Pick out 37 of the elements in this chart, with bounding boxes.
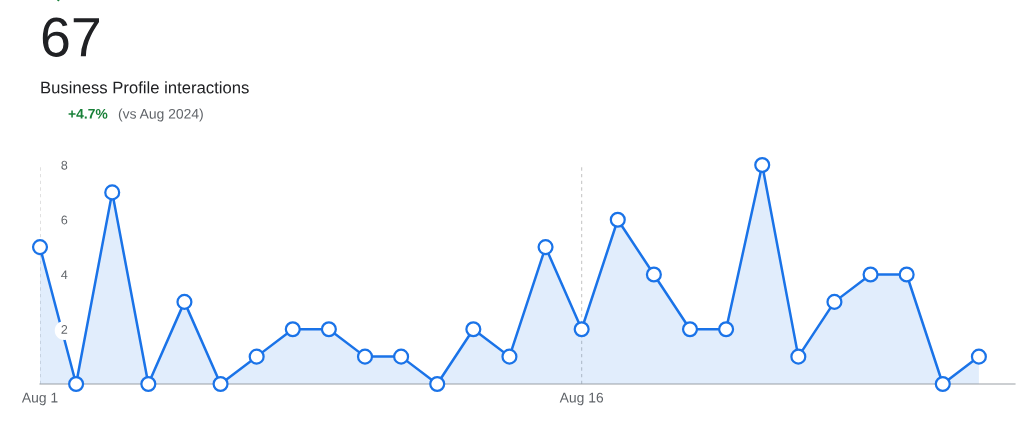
point	[429, 375, 446, 393]
x-tick-label: Aug 1	[21, 392, 58, 406]
point	[681, 321, 699, 338]
point	[573, 321, 590, 338]
point	[501, 348, 518, 365]
point	[356, 348, 374, 365]
point	[970, 348, 987, 365]
text: (vs Aug 2024)	[118, 108, 203, 122]
point	[140, 375, 157, 393]
chart-title: 67	[42, 17, 99, 57]
y-tick-label: 6	[61, 215, 68, 225]
point	[393, 348, 410, 365]
point	[826, 293, 843, 310]
point	[754, 156, 771, 174]
point	[104, 184, 121, 201]
point	[862, 266, 879, 283]
point	[68, 375, 85, 393]
point	[898, 266, 915, 283]
point	[284, 321, 301, 338]
y-tick-label: 4	[61, 270, 68, 280]
x-tick-label: Aug 16	[559, 392, 604, 406]
point	[176, 293, 193, 310]
point	[609, 211, 626, 228]
point	[790, 348, 807, 365]
chart-subtitle: Business Profile interactions	[41, 81, 249, 94]
text: +4.7%	[68, 108, 108, 119]
point	[645, 266, 662, 283]
point	[934, 375, 951, 393]
point	[31, 239, 49, 256]
point	[537, 239, 554, 256]
point	[212, 375, 229, 393]
point	[718, 321, 735, 338]
y-tick-label: 8	[61, 160, 68, 170]
point	[465, 321, 482, 338]
point	[248, 348, 265, 365]
point	[320, 321, 337, 338]
y-tick-label: 2	[61, 325, 68, 334]
